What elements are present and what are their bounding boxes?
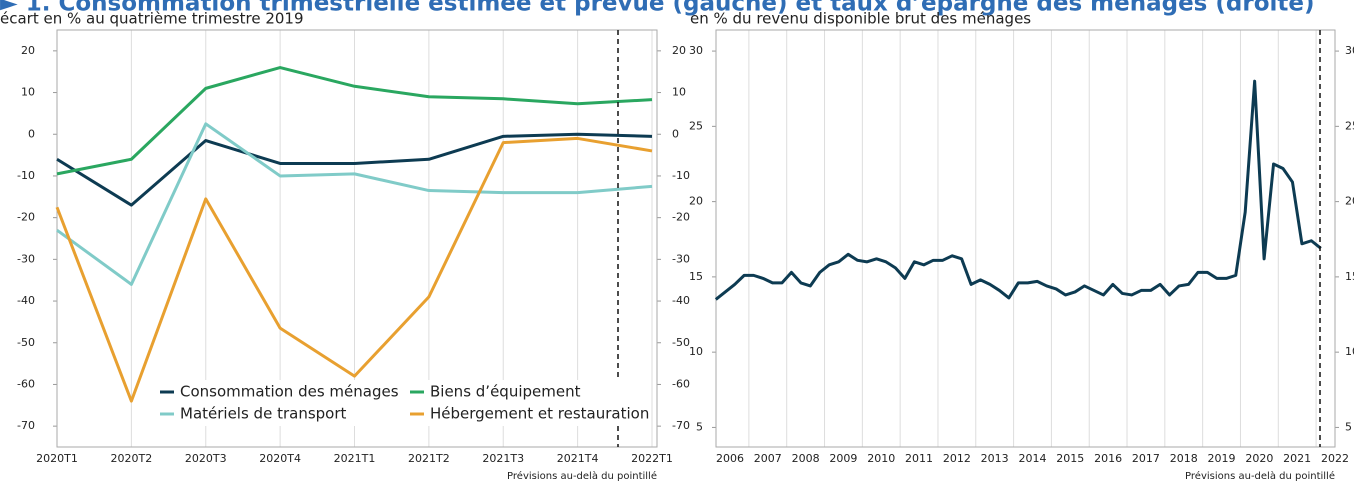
series-line: [714, 79, 1322, 301]
subtitle: en % du revenu disponible brut des ménag…: [690, 10, 1031, 28]
x-tick-label: 2016: [1094, 452, 1122, 465]
x-tick-label: 2020T2: [111, 452, 153, 465]
y2-tick-label: -50: [672, 336, 690, 349]
y-tick-label: 20: [689, 195, 703, 208]
y-tick-label: 10: [21, 86, 35, 99]
y-tick-label: -50: [17, 336, 35, 349]
x-tick-label: 2017: [1132, 452, 1160, 465]
plot-frame: [56, 29, 658, 448]
x-tick-label: 2009: [829, 452, 857, 465]
y-tick-label: -40: [17, 294, 35, 307]
x-tick-label: 2019: [1208, 452, 1236, 465]
legend-label: Hébergement et restauration: [430, 405, 649, 423]
x-tick-label: 2021T3: [482, 452, 524, 465]
x-tick-label: 2021T4: [557, 452, 599, 465]
y2-tick-label: 0: [672, 127, 679, 140]
y2-tick-label: 15: [1345, 270, 1354, 283]
y-tick-label: 20: [21, 44, 35, 57]
y-tick-label: 0: [28, 127, 35, 140]
y2-tick-label: -70: [672, 419, 690, 432]
plot-frame: [715, 29, 1336, 448]
x-tick-label: 2007: [754, 452, 782, 465]
x-tick-label: 2015: [1056, 452, 1084, 465]
y-tick-label: 5: [696, 420, 703, 433]
y-tick-label: 30: [689, 44, 703, 57]
x-tick-label: 2013: [981, 452, 1009, 465]
x-tick-label: 2022: [1321, 452, 1349, 465]
y-tick-label: 10: [689, 345, 703, 358]
legend-box: [150, 380, 645, 426]
y-tick-label: 25: [689, 119, 703, 132]
series-line: [56, 122, 653, 286]
x-tick-label: 2022T1: [631, 452, 673, 465]
y2-tick-label: 25: [1345, 119, 1354, 132]
page-title: ► 1. Consommation trimestrielle estimée …: [0, 0, 1314, 17]
y-tick-label: -30: [17, 252, 35, 265]
x-tick-label: 2008: [792, 452, 820, 465]
x-tick-label: 2006: [716, 452, 744, 465]
x-tick-label: 2010: [867, 452, 895, 465]
x-tick-label: 2011: [905, 452, 933, 465]
y2-tick-label: 5: [1345, 420, 1352, 433]
x-tick-label: 2020T3: [185, 452, 227, 465]
y2-tick-label: 10: [672, 86, 686, 99]
x-tick-label: 2012: [943, 452, 971, 465]
x-tick-label: 2021T2: [408, 452, 450, 465]
legend-label: Biens d’équipement: [430, 383, 581, 401]
y2-tick-label: -10: [672, 169, 690, 182]
y-tick-label: 15: [689, 270, 703, 283]
y2-tick-label: -30: [672, 252, 690, 265]
legend-label: Matériels de transport: [180, 405, 347, 423]
note: Prévisions au-delà du pointillé: [1185, 470, 1335, 481]
x-tick-label: 2014: [1018, 452, 1046, 465]
x-tick-label: 2020: [1245, 452, 1273, 465]
y-tick-label: -10: [17, 169, 35, 182]
series-line: [56, 66, 653, 176]
y2-tick-label: -40: [672, 294, 690, 307]
subtitle: écart en % au quatrième trimestre 2019: [0, 10, 304, 28]
note: Prévisions au-delà du pointillé: [507, 470, 657, 481]
series-line: [56, 132, 653, 207]
x-tick-label: 2018: [1170, 452, 1198, 465]
y2-tick-label: -20: [672, 211, 690, 224]
y-tick-label: -60: [17, 377, 35, 390]
x-tick-label: 2020T1: [36, 452, 78, 465]
legend-label: Consommation des ménages: [180, 383, 399, 401]
y-tick-label: -70: [17, 419, 35, 432]
x-tick-label: 2021: [1283, 452, 1311, 465]
y2-tick-label: -60: [672, 377, 690, 390]
y2-tick-label: 30: [1345, 44, 1354, 57]
y2-tick-label: 20: [672, 44, 686, 57]
series-line: [55, 136, 653, 403]
x-tick-label: 2021T1: [334, 452, 376, 465]
y2-tick-label: 10: [1345, 345, 1354, 358]
y2-tick-label: 20: [1345, 195, 1354, 208]
y-tick-label: -20: [17, 211, 35, 224]
x-tick-label: 2020T4: [259, 452, 301, 465]
